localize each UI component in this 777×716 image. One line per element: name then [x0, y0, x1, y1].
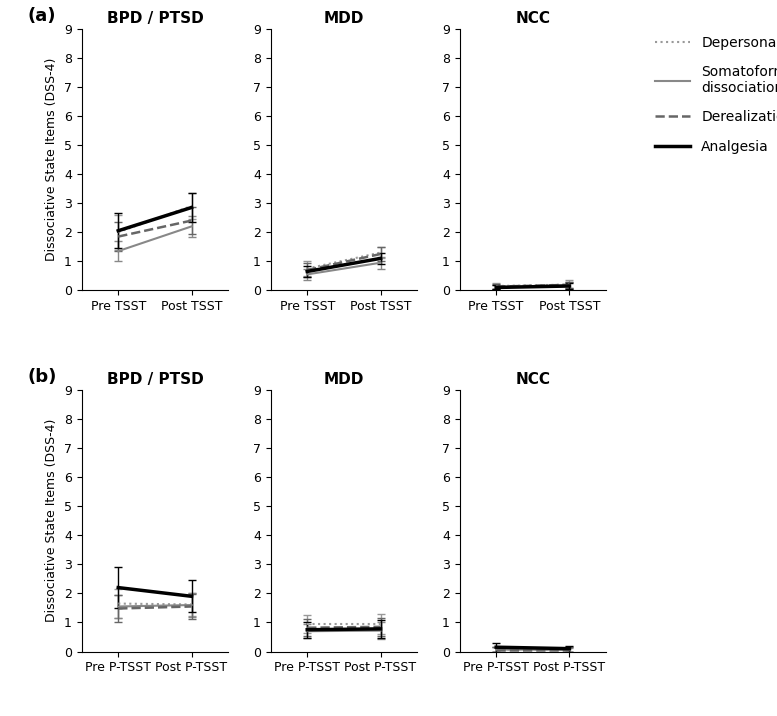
- Title: BPD / PTSD: BPD / PTSD: [106, 372, 204, 387]
- Title: BPD / PTSD: BPD / PTSD: [106, 11, 204, 26]
- Y-axis label: Dissociative State Items (DSS-4): Dissociative State Items (DSS-4): [45, 58, 58, 261]
- Text: (b): (b): [27, 368, 57, 386]
- Text: (a): (a): [27, 7, 56, 25]
- Title: NCC: NCC: [515, 11, 550, 26]
- Title: MDD: MDD: [324, 11, 364, 26]
- Title: MDD: MDD: [324, 372, 364, 387]
- Title: NCC: NCC: [515, 372, 550, 387]
- Legend: Depersonalization, Somatoform
dissociation, Derealization, Analgesia: Depersonalization, Somatoform dissociati…: [656, 36, 777, 154]
- Y-axis label: Dissociative State Items (DSS-4): Dissociative State Items (DSS-4): [45, 419, 58, 622]
